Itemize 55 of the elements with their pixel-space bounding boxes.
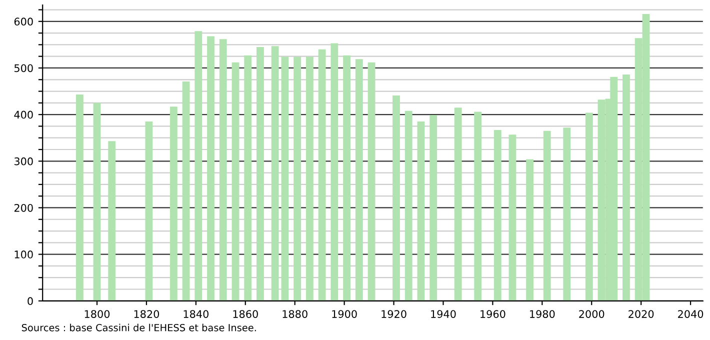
bar — [417, 122, 425, 301]
bar — [281, 56, 289, 301]
bar — [306, 56, 314, 301]
x-tick-label: 2040 — [678, 310, 704, 318]
bar — [219, 39, 227, 301]
bar — [294, 56, 302, 301]
bar — [343, 55, 350, 301]
bar — [494, 130, 502, 301]
x-tick-label: 1940 — [431, 310, 456, 318]
x-tick-label: 1820 — [134, 310, 160, 318]
bar — [108, 141, 116, 301]
x-tick-label: 1900 — [332, 310, 357, 318]
bar — [368, 62, 376, 301]
y-tick-label: 300 — [14, 157, 33, 166]
bar — [194, 31, 202, 301]
bar — [543, 130, 551, 301]
y-tick-label: 0 — [28, 297, 33, 306]
x-tick-label: 1840 — [184, 310, 208, 318]
bar — [392, 95, 400, 301]
y-tick-label: 100 — [14, 250, 33, 258]
x-tick-label: 1980 — [530, 310, 555, 318]
bar — [585, 112, 593, 301]
y-tick-label: 200 — [14, 204, 33, 212]
bar — [93, 102, 101, 301]
bar — [454, 108, 462, 301]
x-tick-label: 1860 — [233, 310, 258, 318]
bar — [526, 159, 534, 301]
x-tick-label: 1800 — [84, 310, 110, 318]
bar — [145, 122, 153, 301]
bar — [355, 59, 363, 301]
source-note: Sources : base Cassini de l'EHESS et base Insee. — [22, 324, 256, 332]
bar — [207, 36, 214, 301]
bar — [430, 115, 438, 301]
y-tick-label: 500 — [14, 64, 33, 72]
bar — [404, 110, 412, 301]
bar — [256, 47, 264, 301]
bar — [182, 81, 190, 301]
bar — [622, 74, 630, 301]
bar — [563, 128, 571, 301]
x-tick-label: 1960 — [480, 310, 506, 318]
bar — [232, 62, 240, 301]
x-tick-label: 2000 — [579, 310, 604, 318]
y-tick-label: 600 — [14, 18, 33, 26]
x-tick-label: 2020 — [628, 310, 654, 318]
bar — [170, 106, 178, 301]
bar — [244, 55, 252, 301]
bar — [271, 46, 279, 301]
bar — [318, 49, 326, 301]
bar — [330, 43, 338, 301]
bar — [76, 94, 84, 301]
x-tick-label: 1920 — [382, 310, 406, 318]
bar — [508, 134, 516, 301]
bar — [474, 112, 482, 301]
x-tick-label: 1880 — [282, 310, 308, 318]
y-tick-label: 400 — [14, 110, 33, 119]
